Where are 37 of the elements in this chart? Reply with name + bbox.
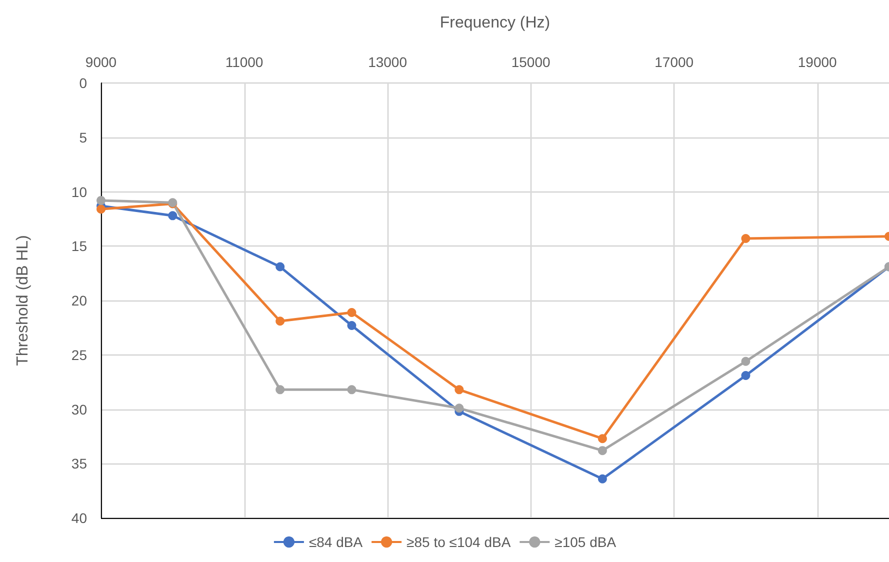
y-tick-label: 15 <box>71 238 88 254</box>
y-tick-label: 25 <box>71 346 88 363</box>
point <box>96 204 106 214</box>
x-tick-label: 17000 <box>654 54 694 70</box>
x-tick-label: 11000 <box>225 54 264 70</box>
point <box>598 446 607 456</box>
y-axis-title: Threshold (dB HL) <box>14 235 32 366</box>
point <box>741 371 750 380</box>
y-tick-label: 5 <box>79 129 88 146</box>
point <box>347 308 356 317</box>
point <box>347 321 356 330</box>
x-tick-label: 13000 <box>368 54 408 70</box>
y-tick-label: 40 <box>71 510 88 526</box>
y-tick-label: 0 <box>79 75 88 91</box>
point <box>454 385 464 394</box>
point <box>276 316 285 326</box>
point <box>741 356 750 366</box>
point <box>276 262 285 272</box>
point <box>347 385 356 394</box>
legend-label: ≤84 dBA <box>308 534 364 550</box>
point <box>741 234 750 244</box>
legend-label: ≥105 dBA <box>554 534 617 550</box>
y-tick-label: 30 <box>71 401 88 418</box>
x-tick-label: 19000 <box>798 54 838 70</box>
x-axis-title: Frequency (Hz) <box>440 14 550 32</box>
y-tick-label: 35 <box>71 456 88 472</box>
x-tick-label: 9000 <box>85 54 117 70</box>
point <box>276 385 285 394</box>
point <box>96 196 106 205</box>
point <box>598 434 607 444</box>
point <box>598 474 607 484</box>
point <box>168 211 178 220</box>
legend-label: ≥85 to ≤104 dBA <box>406 534 512 550</box>
point <box>454 404 464 413</box>
y-tick-label: 20 <box>71 292 88 308</box>
y-tick-label: 10 <box>71 184 88 200</box>
x-tick-label: 15000 <box>511 54 550 70</box>
